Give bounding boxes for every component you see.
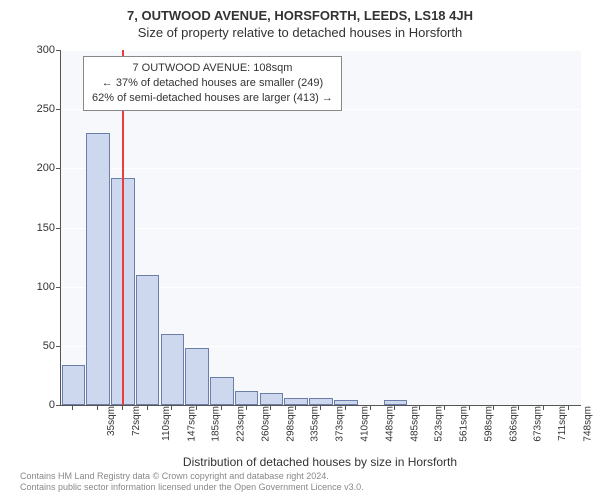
page-title: 7, OUTWOOD AVENUE, HORSFORTH, LEEDS, LS1… bbox=[0, 0, 600, 23]
xtick-label: 523sqm bbox=[434, 406, 445, 442]
xtick-label: 72sqm bbox=[131, 406, 142, 436]
ytick-mark bbox=[56, 109, 61, 110]
xtick-mark bbox=[345, 405, 346, 410]
bar bbox=[62, 365, 86, 405]
xtick-label: 598sqm bbox=[483, 406, 494, 442]
xtick-mark bbox=[493, 405, 494, 410]
ytick-label: 50 bbox=[25, 340, 55, 352]
xtick-label: 147sqm bbox=[186, 406, 197, 442]
gridline bbox=[61, 50, 581, 51]
xtick-mark bbox=[295, 405, 296, 410]
xtick-mark bbox=[469, 405, 470, 410]
xtick-label: 485sqm bbox=[409, 406, 420, 442]
footer-line-2: Contains public sector information licen… bbox=[20, 482, 364, 494]
bar bbox=[334, 400, 358, 405]
xtick-mark bbox=[221, 405, 222, 410]
info-line: 62% of semi-detached houses are larger (… bbox=[92, 91, 333, 106]
xtick-label: 298sqm bbox=[285, 406, 296, 442]
xtick-mark bbox=[518, 405, 519, 410]
xtick-label: 260sqm bbox=[261, 406, 272, 442]
xtick-label: 748sqm bbox=[582, 406, 593, 442]
ytick-label: 100 bbox=[25, 281, 55, 293]
xtick-label: 35sqm bbox=[106, 406, 117, 436]
bar bbox=[86, 133, 110, 405]
xtick-mark bbox=[196, 405, 197, 410]
xtick-mark bbox=[270, 405, 271, 410]
xtick-label: 373sqm bbox=[335, 406, 346, 442]
ytick-mark bbox=[56, 346, 61, 347]
xtick-mark bbox=[320, 405, 321, 410]
xtick-label: 223sqm bbox=[236, 406, 247, 442]
xtick-label: 711sqm bbox=[557, 406, 568, 441]
ytick-label: 200 bbox=[25, 162, 55, 174]
xtick-mark bbox=[72, 405, 73, 410]
ytick-mark bbox=[56, 228, 61, 229]
page-subtitle: Size of property relative to detached ho… bbox=[0, 23, 600, 40]
info-box: 7 OUTWOOD AVENUE: 108sqm← 37% of detache… bbox=[83, 56, 342, 111]
x-axis-label: Distribution of detached houses by size … bbox=[60, 455, 580, 469]
ytick-label: 300 bbox=[25, 44, 55, 56]
xtick-mark bbox=[394, 405, 395, 410]
xtick-mark bbox=[246, 405, 247, 410]
bar bbox=[309, 398, 333, 405]
bar bbox=[161, 334, 185, 405]
ytick-label: 150 bbox=[25, 222, 55, 234]
xtick-mark bbox=[419, 405, 420, 410]
info-line: ← 37% of detached houses are smaller (24… bbox=[92, 76, 333, 91]
ytick-mark bbox=[56, 168, 61, 169]
xtick-label: 335sqm bbox=[310, 406, 321, 442]
ytick-mark bbox=[56, 405, 61, 406]
footer-text: Contains HM Land Registry data © Crown c… bbox=[20, 471, 364, 494]
xtick-label: 410sqm bbox=[360, 406, 371, 442]
xtick-label: 636sqm bbox=[508, 406, 519, 442]
ytick-label: 0 bbox=[25, 399, 55, 411]
xtick-label: 561sqm bbox=[459, 406, 470, 442]
xtick-mark bbox=[568, 405, 569, 410]
chart-area: Number of detached properties 0501001502… bbox=[60, 50, 580, 405]
xtick-mark bbox=[444, 405, 445, 410]
footer-line-1: Contains HM Land Registry data © Crown c… bbox=[20, 471, 364, 483]
bar bbox=[136, 275, 160, 405]
ytick-label: 250 bbox=[25, 103, 55, 115]
xtick-mark bbox=[370, 405, 371, 410]
ytick-mark bbox=[56, 287, 61, 288]
plot-region: 0501001502002503007 OUTWOOD AVENUE: 108s… bbox=[60, 50, 581, 406]
info-line: 7 OUTWOOD AVENUE: 108sqm bbox=[92, 61, 333, 76]
gridline bbox=[61, 168, 581, 169]
bar bbox=[260, 393, 284, 405]
xtick-label: 110sqm bbox=[161, 406, 172, 441]
ytick-mark bbox=[56, 50, 61, 51]
xtick-mark bbox=[147, 405, 148, 410]
bar bbox=[235, 391, 259, 405]
xtick-mark bbox=[122, 405, 123, 410]
bar bbox=[284, 398, 308, 405]
xtick-mark bbox=[97, 405, 98, 410]
xtick-mark bbox=[543, 405, 544, 410]
bar bbox=[210, 377, 234, 405]
xtick-mark bbox=[171, 405, 172, 410]
xtick-label: 673sqm bbox=[533, 406, 544, 442]
bar bbox=[185, 348, 209, 405]
chart-container: 7, OUTWOOD AVENUE, HORSFORTH, LEEDS, LS1… bbox=[0, 0, 600, 500]
gridline bbox=[61, 228, 581, 229]
xtick-label: 448sqm bbox=[384, 406, 395, 442]
xtick-label: 185sqm bbox=[211, 406, 222, 442]
